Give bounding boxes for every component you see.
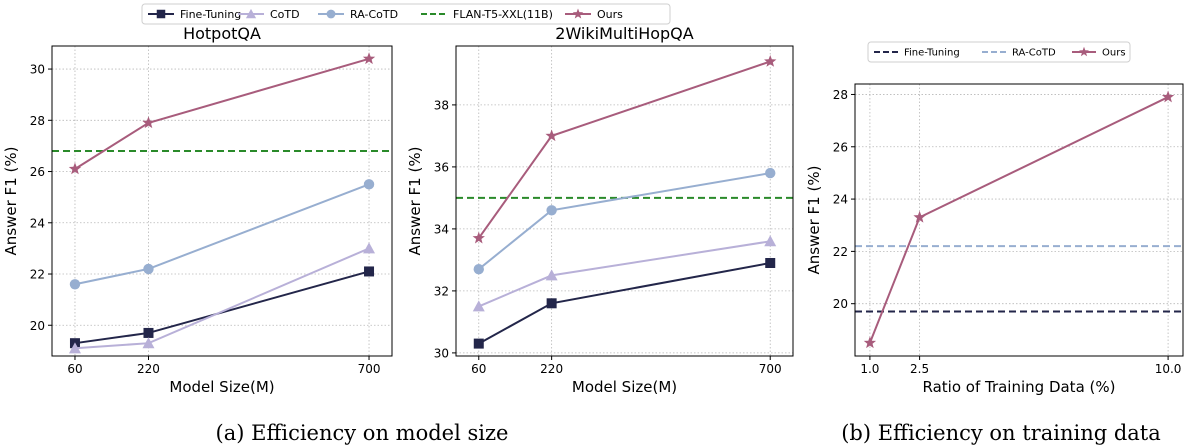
legend-top-marker-ours xyxy=(572,8,584,19)
point-cotd xyxy=(545,269,558,281)
plot-title: 2WikiMultiHopQA xyxy=(555,24,693,43)
y-tick-label: 30 xyxy=(434,346,449,360)
legend-right-label-ours: Ours xyxy=(1102,48,1126,59)
plot-frame xyxy=(854,83,1184,357)
x-tick-label: 2.5 xyxy=(910,362,929,376)
point-ra-cotd xyxy=(143,263,154,275)
point-ours xyxy=(863,336,877,349)
legend-top-label-flan-t5-xxl-11b: FLAN-T5-XXL(11B) xyxy=(453,8,553,21)
series-line-ra-cotd xyxy=(478,172,771,270)
legend-top: Fine-Tuning CoTD RA-CoTD FLAN-T5-XXL(11B) Ou… xyxy=(141,3,671,25)
series-line-cotd xyxy=(74,247,370,350)
caption-a: (a) Efficiency on model size xyxy=(216,421,509,445)
y-tick-label: 26 xyxy=(833,140,848,154)
plot-2wikimultihopqa: 60 220 700 30 32 34 36 38 2WikiMultiHopQA Model S… xyxy=(406,24,794,396)
caption-b: (b) Efficiency on training data xyxy=(841,421,1161,445)
series-line-ours xyxy=(74,57,370,170)
point-cotd xyxy=(764,235,777,247)
x-axis-label: Model Size(M) xyxy=(169,378,274,396)
series-line-fine-tuning xyxy=(478,262,771,345)
point-ours xyxy=(142,116,155,129)
point-ra-cotd xyxy=(546,205,557,216)
y-axis-label: Answer F1 (%) xyxy=(805,166,823,275)
point-ours xyxy=(1161,90,1175,103)
x-axis-label: Ratio of Training Data (%) xyxy=(922,378,1115,396)
series-line-cotd xyxy=(478,240,771,308)
series-line-ra-cotd xyxy=(74,183,370,286)
legend-right: Fine-Tuning RA-CoTD Ours xyxy=(867,41,1131,63)
point-ra-cotd xyxy=(69,279,81,290)
plot-hotpotqa: 60 220 700 20 22 24 26 28 30 HotpotQA Model Size(M… xyxy=(2,24,393,396)
point-fine-tuning xyxy=(473,338,484,349)
series-line-ours xyxy=(868,96,1169,344)
point-ours xyxy=(362,52,376,65)
x-tick-label: 10.0 xyxy=(1155,362,1182,376)
point-ours xyxy=(68,162,82,175)
x-tick-label: 700 xyxy=(759,362,782,376)
y-tick-label: 24 xyxy=(833,193,848,207)
legend-top-label-cotd: CoTD xyxy=(270,8,300,21)
plot-title: HotpotQA xyxy=(183,24,261,43)
plot-frame xyxy=(51,45,393,357)
point-fine-tuning xyxy=(143,327,154,338)
legend-top-marker-fine-tuning xyxy=(156,9,166,19)
legend-top-label-ra-cotd: RA-CoTD xyxy=(350,8,398,21)
y-tick-label: 36 xyxy=(434,160,449,174)
legend-right-box xyxy=(867,41,1131,63)
legend-top-marker-cotd xyxy=(245,8,257,19)
y-axis-label: Answer F1 (%) xyxy=(406,147,424,256)
legend-right-label-ra-cotd: RA-CoTD xyxy=(1012,48,1056,59)
y-tick-label: 28 xyxy=(30,114,45,128)
series-line-ours xyxy=(477,60,771,239)
y-tick-label: 28 xyxy=(833,88,848,102)
point-ours xyxy=(545,129,558,142)
y-tick-label: 20 xyxy=(30,319,45,333)
point-ra-cotd xyxy=(765,167,776,179)
x-tick-label: 60 xyxy=(67,362,82,376)
point-ra-cotd xyxy=(473,264,484,275)
y-tick-label: 26 xyxy=(30,165,45,179)
legend-top-label-ours: Ours xyxy=(597,8,623,21)
y-tick-label: 32 xyxy=(434,284,449,298)
legend-top-marker-ra-cotd xyxy=(326,9,336,19)
legend-top-box xyxy=(141,3,671,25)
x-tick-label: 220 xyxy=(137,362,160,376)
point-cotd xyxy=(472,300,485,312)
legend-right-label-fine-tuning: Fine-Tuning xyxy=(904,48,960,59)
y-tick-label: 22 xyxy=(833,245,848,259)
y-tick-label: 30 xyxy=(30,63,45,77)
y-tick-label: 34 xyxy=(434,222,449,236)
y-axis-label: Answer F1 (%) xyxy=(2,147,20,256)
point-cotd xyxy=(363,242,376,254)
y-tick-label: 38 xyxy=(434,98,449,112)
x-axis-label: Model Size(M) xyxy=(572,378,677,396)
x-tick-label: 60 xyxy=(471,362,486,376)
point-ours xyxy=(913,210,926,223)
point-fine-tuning xyxy=(765,258,776,268)
point-cotd xyxy=(142,337,155,349)
x-tick-label: 220 xyxy=(540,362,563,376)
legend-right-marker-ours xyxy=(1079,46,1089,57)
y-tick-label: 20 xyxy=(833,297,848,311)
plot-training-data: 1.0 2.5 10.0 20 22 24 26 28 Ratio of Training Da… xyxy=(805,83,1184,396)
point-fine-tuning xyxy=(364,266,375,277)
plot-frame xyxy=(455,45,794,357)
x-tick-label: 700 xyxy=(358,362,381,376)
y-tick-label: 22 xyxy=(30,268,45,282)
point-cotd xyxy=(68,342,81,354)
series-line-fine-tuning xyxy=(74,270,370,345)
point-ours xyxy=(764,55,777,67)
y-tick-label: 24 xyxy=(30,216,45,230)
point-ra-cotd xyxy=(363,179,375,190)
point-ours xyxy=(472,231,485,244)
legend-top-label-fine-tuning: Fine-Tuning xyxy=(180,8,241,21)
point-fine-tuning xyxy=(546,298,557,309)
x-tick-label: 1.0 xyxy=(860,362,879,376)
